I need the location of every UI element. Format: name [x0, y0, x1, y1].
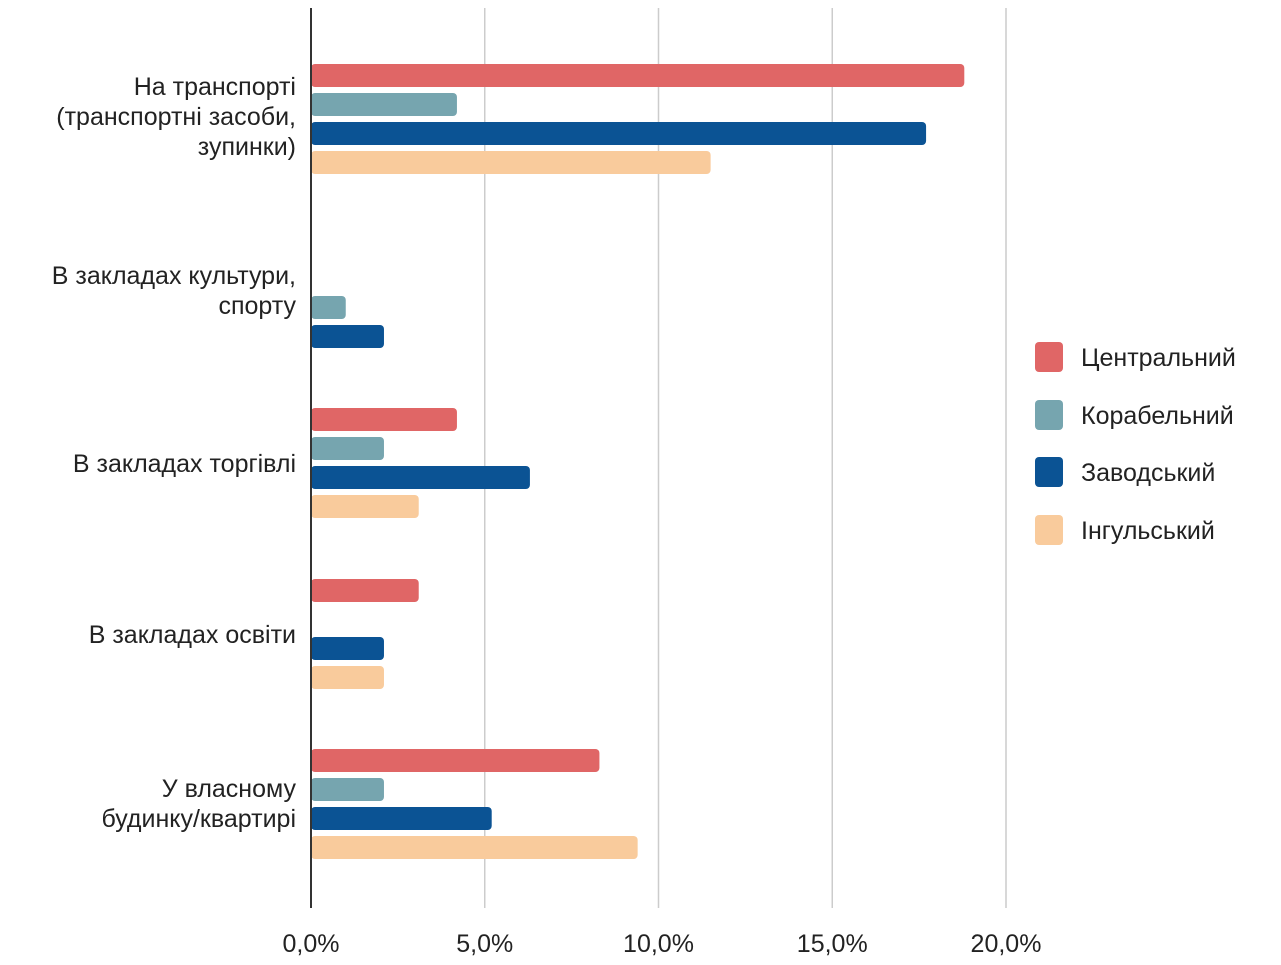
- legend-swatch-3: [1035, 457, 1063, 487]
- category-label-4: В закладах освіти: [89, 621, 296, 649]
- x-tick-label: 0,0%: [283, 930, 340, 958]
- bar-2-3: [311, 437, 384, 460]
- category-label-line: будинку/квартирі: [101, 805, 296, 833]
- category-label-line: У власному: [162, 775, 297, 803]
- legend-swatch-2: [1035, 400, 1063, 430]
- bar-4-1: [311, 151, 711, 174]
- category-labels: На транспорті (транспортні засоби, зупинки…: [52, 73, 297, 833]
- bar-2-1: [311, 93, 457, 116]
- bar-4-3: [311, 495, 419, 518]
- category-label-line: В закладах культури,: [52, 262, 296, 290]
- category-label-line: В закладах торгівлі: [73, 450, 296, 478]
- bar-1-4: [311, 579, 419, 602]
- category-label-1: На транспорті (транспортні засоби, зупинки…: [56, 73, 296, 161]
- bar-2-5: [311, 778, 384, 801]
- category-label-line: спорту: [218, 292, 296, 320]
- bar-1-3: [311, 408, 457, 431]
- bar-3-2: [311, 325, 384, 348]
- x-tick-label: 5,0%: [456, 930, 513, 958]
- category-label-2: В закладах культури, спорту: [52, 262, 297, 320]
- bar-1-5: [311, 749, 600, 772]
- bar-4-5: [311, 836, 638, 859]
- category-label-line: (транспортні засоби,: [56, 103, 296, 131]
- legend-label-2: Корабельний: [1081, 402, 1234, 430]
- bar-3-5: [311, 807, 492, 830]
- legend: Центральний Корабельний Заводський Інгульсь…: [1035, 342, 1236, 545]
- legend-swatch-4: [1035, 515, 1063, 545]
- category-label-line: зупинки): [198, 133, 296, 161]
- x-tick-label: 10,0%: [623, 930, 694, 958]
- legend-swatch-1: [1035, 342, 1063, 372]
- legend-label-1: Центральний: [1081, 344, 1236, 372]
- bar-3-3: [311, 466, 530, 489]
- bar-1-1: [311, 64, 965, 87]
- category-label-5: У власному будинку/квартирі: [101, 775, 296, 833]
- bar-3-1: [311, 122, 927, 145]
- category-label-line: В закладах освіти: [89, 621, 296, 649]
- x-tick-label: 15,0%: [797, 930, 868, 958]
- legend-label-4: Інгульський: [1081, 517, 1215, 545]
- bars: [311, 64, 965, 859]
- x-tick-labels: 0,0% 5,0% 10,0% 15,0% 20,0%: [283, 930, 1042, 958]
- bar-4-4: [311, 666, 384, 689]
- category-label-3: В закладах торгівлі: [73, 450, 296, 478]
- bar-3-4: [311, 637, 384, 660]
- x-tick-label: 20,0%: [971, 930, 1042, 958]
- category-label-line: На транспорті: [134, 73, 296, 101]
- legend-label-3: Заводський: [1081, 459, 1215, 487]
- bar-2-2: [311, 296, 346, 319]
